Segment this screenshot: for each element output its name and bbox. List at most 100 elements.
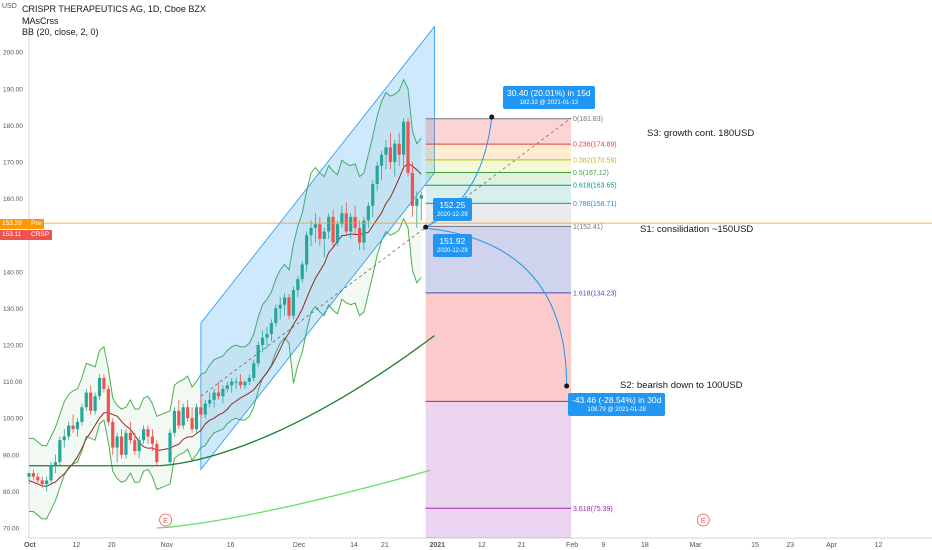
candle-body bbox=[300, 264, 304, 280]
fib-level-label: 0.382(170.59) bbox=[573, 157, 617, 164]
x-tick-label: 23 bbox=[786, 542, 794, 549]
candle-body bbox=[67, 425, 71, 437]
candle-body bbox=[128, 432, 132, 441]
earnings-marker-label: E bbox=[701, 518, 706, 525]
fib-zone-0 bbox=[425, 118, 572, 145]
y-tick-label: 110.00 bbox=[3, 379, 23, 386]
fib-level-label: 1.618(134.23) bbox=[573, 290, 617, 297]
callout-price-1-main: 152.25 bbox=[439, 200, 466, 210]
channel-midline bbox=[200, 117, 572, 397]
callout-price-2-sub: 2020-12-29 bbox=[437, 248, 468, 254]
candle-body bbox=[181, 407, 185, 426]
candle-body bbox=[419, 194, 423, 199]
candle-body bbox=[313, 224, 318, 228]
earnings-marker bbox=[159, 513, 173, 527]
candle-body bbox=[379, 154, 384, 166]
candle-body bbox=[80, 407, 84, 422]
candle-body bbox=[305, 235, 309, 265]
candle-body bbox=[115, 436, 119, 448]
fib-level-label: 0.236(174.89) bbox=[573, 142, 617, 149]
target-point-down bbox=[564, 383, 570, 389]
ma-fast-line bbox=[28, 163, 422, 487]
fib-level-label: 3.618(75.39) bbox=[573, 506, 613, 513]
y-tick-label: 80.00 bbox=[3, 489, 20, 496]
y-tick-label: 170.00 bbox=[3, 160, 23, 167]
fib-level-label: 1(152.41) bbox=[573, 224, 603, 231]
callout-price-1-sub: 2020-12-29 bbox=[437, 212, 468, 218]
callout-down-main: -43.46 (-28.54%) in 30d bbox=[572, 395, 662, 405]
ma-mid-line bbox=[29, 335, 435, 467]
candle-body bbox=[260, 337, 265, 345]
candle-body bbox=[208, 399, 212, 404]
candle-body bbox=[111, 421, 115, 448]
candle-body bbox=[225, 385, 229, 389]
x-tick-label: 12 bbox=[875, 542, 883, 549]
fib-level-label: 0.618(163.65) bbox=[573, 183, 617, 190]
candle-body bbox=[177, 410, 181, 426]
candle-body bbox=[344, 213, 348, 232]
candle-body bbox=[155, 443, 159, 463]
x-tick-label: 14 bbox=[350, 542, 358, 549]
indicator-bb[interactable]: BB (20, close, 2, 0) bbox=[22, 27, 99, 37]
y-tick-label: 140.00 bbox=[3, 269, 23, 276]
candle-body bbox=[256, 345, 260, 364]
candle-body bbox=[410, 172, 415, 206]
y-tick-label: 160.00 bbox=[3, 196, 23, 203]
x-tick-label: 21 bbox=[518, 542, 526, 549]
fib-zone-5 bbox=[425, 172, 572, 186]
candle-body bbox=[106, 388, 110, 422]
y-tick-label: 70.00 bbox=[3, 526, 20, 533]
candle-body bbox=[58, 440, 62, 463]
candle-body bbox=[53, 462, 58, 466]
candle-body bbox=[194, 407, 199, 430]
fib-level-label: 0(181.83) bbox=[573, 116, 603, 123]
callout-price-2-main: 151.92 bbox=[439, 236, 466, 246]
candle-body bbox=[406, 121, 410, 173]
chart-title: CRISPR THERAPEUTICS AG, 1D, Cboe BZX bbox=[22, 4, 206, 14]
candle-body bbox=[322, 231, 326, 239]
y-tick-label: 120.00 bbox=[3, 343, 23, 350]
callout-price-2[interactable]: 151.92 2020-12-29 bbox=[433, 234, 472, 257]
pre-price-badge: 153.29 bbox=[0, 219, 28, 229]
candle-body bbox=[357, 227, 362, 243]
candle-body bbox=[247, 377, 251, 382]
callout-price-1[interactable]: 152.25 2020-12-29 bbox=[433, 198, 472, 221]
x-tick-label: Oct bbox=[24, 542, 36, 549]
candle-body bbox=[309, 227, 313, 236]
candle-body bbox=[397, 143, 401, 155]
trend-channel bbox=[200, 25, 435, 471]
last-price-badge: 153.11 bbox=[0, 230, 28, 240]
fib-zone-1618 bbox=[425, 293, 572, 402]
candle-body bbox=[349, 216, 353, 232]
callout-down-projection[interactable]: -43.46 (-28.54%) in 30d 108.79 @ 2021-01… bbox=[568, 393, 666, 416]
candle-body bbox=[375, 165, 379, 184]
candle-body bbox=[133, 440, 137, 452]
x-tick-label: Dec bbox=[293, 542, 306, 549]
candle-body bbox=[393, 143, 397, 162]
candle-body bbox=[327, 216, 331, 232]
candle-body bbox=[84, 392, 88, 408]
candle-body bbox=[366, 205, 370, 221]
candle-body bbox=[384, 147, 388, 155]
candle-body bbox=[283, 297, 287, 305]
earnings-marker bbox=[696, 513, 710, 527]
candle-body bbox=[97, 377, 102, 397]
candle-body bbox=[102, 377, 106, 389]
earnings-marker-label: E bbox=[163, 518, 168, 525]
candle-body bbox=[238, 381, 243, 386]
y-tick-label: 190.00 bbox=[3, 86, 23, 93]
callout-down-sub: 108.79 @ 2021-01-28 bbox=[587, 407, 646, 413]
fib-level-label: 0.5(167.12) bbox=[573, 170, 609, 177]
candle-body bbox=[318, 224, 322, 239]
candle-body bbox=[221, 388, 225, 397]
x-tick-label: 12 bbox=[478, 542, 486, 549]
x-tick-label: 9 bbox=[601, 542, 605, 549]
y-tick-label: 90.00 bbox=[3, 452, 20, 459]
indicator-masrss[interactable]: MAsCrss bbox=[22, 15, 59, 26]
candle-body bbox=[172, 410, 177, 433]
candle-body bbox=[401, 121, 406, 155]
fib-level-label: 0.786(158.71) bbox=[573, 201, 617, 208]
candle-body bbox=[362, 220, 366, 243]
callout-up-projection[interactable]: 30.40 (20.01%) in 15d 182.32 @ 2021-01-1… bbox=[503, 86, 595, 109]
